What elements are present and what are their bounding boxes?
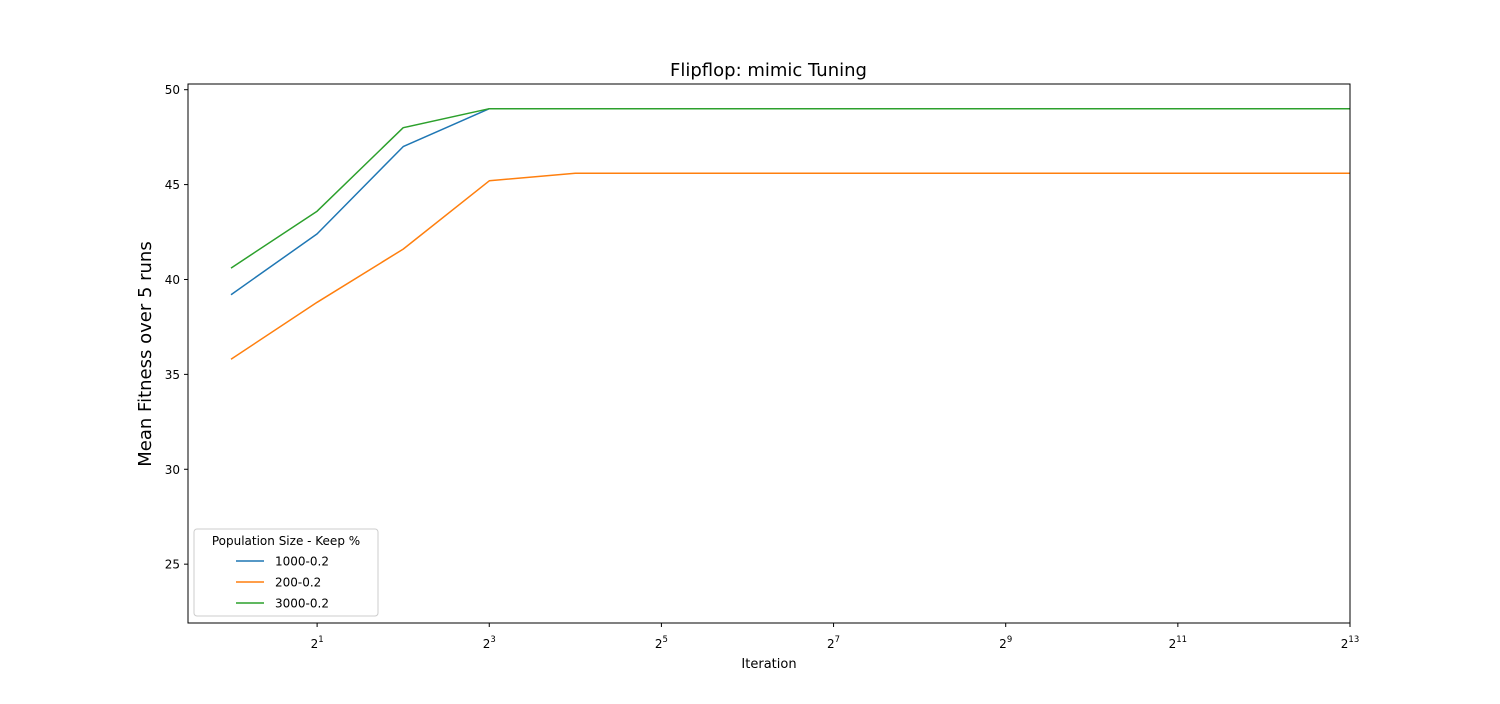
y-tick-label: 50 [165,83,180,97]
plot-area-frame [187,83,1351,624]
x-tick-exponent: 11 [1176,635,1187,645]
y-tick-label: 35 [165,368,180,382]
legend: Population Size - Keep % 1000-0.2 200-0.2 3… [193,528,379,617]
x-axis: 21 23 25 27 29 211 213 [311,623,1359,651]
legend-entry-label: 200-0.2 [275,576,321,590]
y-tick-label: 25 [165,558,180,572]
x-tick-label: 23 [483,635,496,651]
x-tick-exponent: 13 [1348,635,1359,645]
x-tick-exponent: 7 [835,635,840,645]
x-tick-label: 29 [999,635,1012,651]
x-tick-exponent: 5 [663,635,668,645]
x-tick-base: 2 [483,637,491,651]
x-axis-label: Iteration [741,657,796,672]
y-axis: 25 30 35 40 45 50 [165,83,188,572]
y-tick-label: 30 [165,463,180,477]
x-tick-base: 2 [1341,637,1349,651]
x-tick-label: 25 [655,635,668,651]
x-tick-exponent: 9 [1007,635,1012,645]
x-tick-base: 2 [311,637,319,651]
series-line-3000-0.2 [230,107,1350,269]
series-layer [230,107,1350,360]
x-tick-base: 2 [1169,637,1177,651]
x-tick-exponent: 1 [318,635,323,645]
legend-title: Population Size - Keep % [212,534,360,548]
x-tick-label: 211 [1169,635,1187,651]
x-tick-base: 2 [827,637,835,651]
x-tick-label: 213 [1341,635,1359,651]
legend-box [193,528,379,617]
legend-entry-label: 3000-0.2 [275,597,329,611]
y-axis-label: Mean Fitness over 5 runs [135,241,156,466]
series-line-200-0.2 [230,172,1350,360]
x-tick-label: 21 [311,635,324,651]
x-tick-base: 2 [999,637,1007,651]
y-tick-label: 45 [165,178,180,192]
y-tick-label: 40 [165,273,180,287]
legend-entry-label: 1000-0.2 [275,555,329,569]
chart-title: Flipflop: mimic Tuning [670,60,867,81]
x-tick-exponent: 3 [490,635,495,645]
x-tick-base: 2 [655,637,663,651]
x-tick-label: 27 [827,635,840,651]
